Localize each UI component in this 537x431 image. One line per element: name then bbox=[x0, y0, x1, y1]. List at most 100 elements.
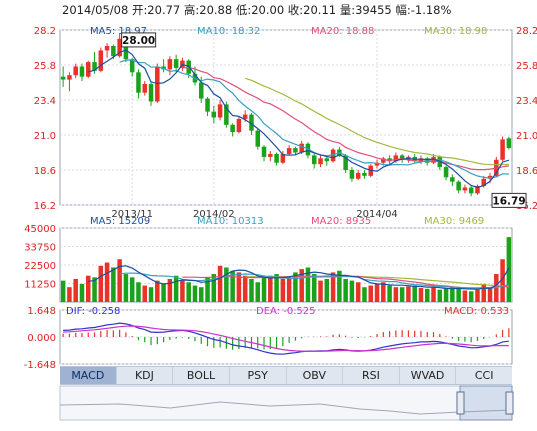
tab-psy[interactable]: PSY bbox=[230, 367, 287, 384]
volume-bar bbox=[487, 287, 493, 302]
price-tick-left: 16.2 bbox=[34, 201, 56, 212]
candle-body bbox=[500, 139, 505, 160]
candle-body bbox=[374, 162, 380, 166]
volume-bar bbox=[92, 277, 97, 302]
tab-kdj[interactable]: KDJ bbox=[117, 367, 174, 384]
volume-bar bbox=[431, 287, 436, 302]
tab-cci[interactable]: CCI bbox=[474, 369, 494, 382]
candle-body bbox=[60, 76, 66, 80]
volume-bar bbox=[286, 277, 292, 302]
price-tick-left: 25.8 bbox=[34, 61, 56, 72]
macd-legend-item: DIF: -0.258 bbox=[66, 306, 120, 317]
candle-body bbox=[104, 46, 110, 51]
volume-bar bbox=[79, 283, 85, 302]
volume-bar bbox=[161, 283, 166, 302]
volume-bar bbox=[117, 259, 122, 302]
volume-bar bbox=[249, 278, 254, 302]
candle-body bbox=[205, 98, 210, 112]
candle-body bbox=[468, 187, 474, 194]
volume-bar bbox=[186, 282, 191, 302]
volume-bar bbox=[136, 282, 141, 302]
candle-body bbox=[343, 155, 348, 170]
volume-bar bbox=[374, 283, 380, 302]
tab-rsi[interactable]: RSI bbox=[343, 367, 400, 384]
volume-bar bbox=[437, 289, 443, 302]
tab-wvad[interactable]: WVAD bbox=[400, 367, 457, 384]
volume-bar bbox=[399, 287, 405, 302]
volume-bar bbox=[349, 280, 355, 302]
candle-body bbox=[129, 59, 135, 73]
volume-bar bbox=[155, 280, 160, 302]
price-annotation-box bbox=[121, 32, 157, 48]
macd-legend-item: MACD: 0.533 bbox=[444, 306, 509, 317]
volume-bar bbox=[355, 282, 361, 302]
volume-bar bbox=[211, 274, 217, 302]
time-tick-label: 2014/02 bbox=[193, 209, 235, 220]
candle-body bbox=[475, 186, 480, 194]
volume-bar bbox=[324, 278, 330, 302]
price-legend-item: MA5: 18.97 bbox=[90, 26, 147, 37]
candle-body bbox=[261, 146, 267, 157]
price-legend-item: MA30: 18.98 bbox=[424, 26, 487, 37]
volume-bar bbox=[475, 289, 480, 302]
candle-body bbox=[462, 187, 468, 191]
price-tick-left: 23.4 bbox=[34, 96, 56, 107]
candle-body bbox=[324, 158, 330, 162]
volume-bar bbox=[462, 290, 468, 302]
volume-bar bbox=[468, 291, 474, 302]
candle-body bbox=[211, 111, 217, 118]
volume-bar bbox=[343, 278, 348, 302]
volume-tick-label: 45000 bbox=[24, 224, 56, 235]
volume-bar bbox=[217, 265, 223, 302]
time-tick-label: 2014/04 bbox=[356, 209, 398, 220]
volume-bar bbox=[173, 275, 179, 302]
volume-bar bbox=[299, 269, 304, 302]
candle-body bbox=[67, 75, 72, 80]
candle-body bbox=[230, 124, 235, 133]
volume-bar bbox=[418, 288, 424, 302]
volume-bar bbox=[381, 282, 386, 302]
macd-tick-label: 1.648 bbox=[27, 306, 56, 317]
volume-bar bbox=[192, 285, 198, 302]
candle-body bbox=[293, 148, 298, 153]
navigator-left-handle bbox=[456, 391, 465, 415]
candle-body bbox=[161, 66, 166, 70]
candle-body bbox=[305, 143, 311, 156]
candle-body bbox=[236, 118, 242, 133]
macd-tick-label: 0.000 bbox=[27, 333, 56, 344]
volume-bar bbox=[337, 270, 342, 302]
tab-boll[interactable]: BOLL bbox=[173, 367, 230, 384]
volume-bar bbox=[280, 278, 286, 302]
volume-legend-item: MA30: 9469 bbox=[424, 216, 484, 227]
volume-bar bbox=[242, 275, 248, 302]
candle-body bbox=[123, 38, 129, 60]
price-ma30-line bbox=[245, 77, 509, 166]
macd-tick-label: -1.648 bbox=[24, 360, 56, 371]
volume-bar bbox=[148, 287, 154, 302]
volume-bar bbox=[67, 287, 72, 302]
candle-body bbox=[393, 155, 399, 162]
volume-bar bbox=[60, 280, 66, 302]
candle-body bbox=[299, 143, 304, 153]
volume-bar bbox=[412, 285, 417, 302]
candle-body bbox=[286, 148, 292, 154]
candle-body bbox=[362, 172, 367, 176]
price-tick-left: 21.0 bbox=[34, 131, 56, 142]
tab-macd[interactable]: MACD bbox=[60, 367, 117, 384]
header-ohlc: 2014/05/08 开:20.77 高:20.88 低:20.00 收:20.… bbox=[62, 3, 451, 17]
macd-dea-line bbox=[63, 325, 509, 352]
volume-bar bbox=[362, 287, 367, 302]
candle-body bbox=[85, 62, 91, 77]
candle-body bbox=[399, 155, 405, 160]
volume-bar bbox=[506, 237, 512, 302]
candle-body bbox=[92, 62, 97, 71]
tab-obv[interactable]: OBV bbox=[287, 367, 344, 384]
volume-bar bbox=[142, 285, 148, 302]
price-tick-right: 25.8 bbox=[516, 61, 537, 72]
volume-bar bbox=[305, 267, 311, 302]
volume-tick-label: 33750 bbox=[24, 243, 56, 254]
time-tick-label: 2013/11 bbox=[111, 209, 153, 220]
volume-bar bbox=[180, 280, 185, 302]
navigator-right-handle bbox=[505, 391, 514, 415]
